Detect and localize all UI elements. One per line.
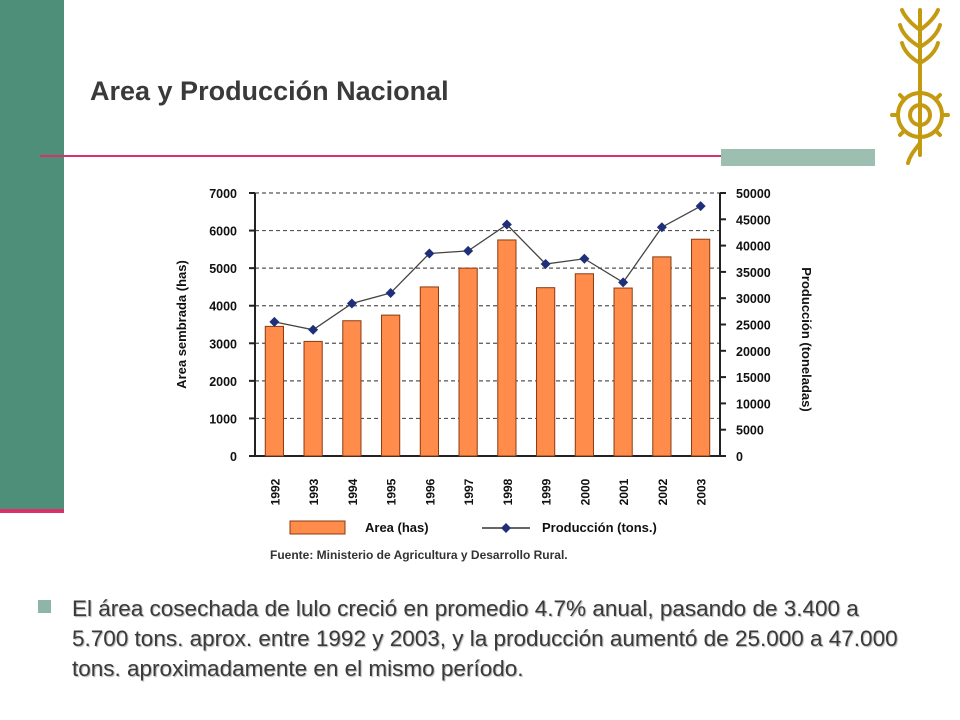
slide-title: Area y Producción Nacional [90, 76, 449, 106]
title-underline [40, 155, 875, 157]
sidebar-band [0, 0, 64, 510]
production-point-1997 [463, 245, 474, 256]
bullet-text: El área cosechada de lulo creció en prom… [72, 596, 898, 681]
sidebar-accent [0, 509, 64, 513]
wheat-gear-logo-icon [890, 8, 950, 165]
bar-area-2001 [613, 287, 633, 457]
bar-area-2000 [574, 273, 594, 457]
bar-area-1994 [342, 320, 362, 457]
production-point-1996 [424, 248, 435, 259]
right-tick-label: 10000 [736, 397, 771, 411]
bullet-item: El área cosechada de lulo creció en prom… [38, 594, 918, 684]
chart-source-note: Fuente: Ministerio de Agricultura y Desa… [270, 548, 568, 562]
x-tick-label: 1997 [462, 478, 476, 505]
production-point-1993 [308, 324, 319, 335]
bar-area-2003 [691, 238, 711, 457]
production-point-1994 [346, 298, 357, 309]
left-tick-label: 1000 [209, 412, 237, 426]
right-tick-label: 0 [736, 450, 743, 464]
production-line [274, 205, 701, 331]
legend-area-label: Area (has) [365, 520, 429, 535]
bar-area-1996 [419, 286, 439, 457]
area-production-chart: 0 1000 2000 3000 4000 5000 6000 7000 0 5000 10000 1… [174, 187, 814, 535]
right-tick-label: 30000 [736, 292, 771, 306]
x-tick-label: 2001 [617, 478, 631, 505]
right-tick-label: 40000 [736, 240, 771, 254]
left-tick-label: 7000 [209, 187, 237, 201]
bar-area-1999 [536, 287, 556, 457]
production-point-1995 [385, 287, 396, 298]
production-point-1999 [540, 259, 551, 270]
left-tick-label: 5000 [209, 262, 237, 276]
production-point-2002 [656, 222, 667, 233]
x-tick-label: 1998 [501, 478, 515, 505]
title-underline-block [721, 149, 875, 166]
bar-area-1995 [381, 314, 401, 457]
left-tick-label: 2000 [209, 375, 237, 389]
right-tick-label: 15000 [736, 371, 771, 385]
x-tick-label: 1996 [423, 478, 437, 505]
bullet-square-icon [38, 600, 51, 613]
bar-area-1993 [303, 340, 323, 457]
x-tick-label: 2002 [656, 478, 670, 505]
production-point-1998 [501, 219, 512, 230]
left-tick-label: 4000 [209, 300, 237, 314]
production-point-2000 [579, 253, 590, 264]
production-point-2001 [618, 277, 629, 288]
bar-area-1997 [458, 267, 478, 457]
left-tick-label: 3000 [209, 337, 237, 351]
x-tick-label: 1995 [385, 478, 399, 505]
x-tick-label: 1994 [346, 478, 360, 505]
bar-area-1998 [497, 239, 517, 457]
right-tick-label: 25000 [736, 319, 771, 333]
x-tick-label: 2000 [578, 478, 592, 505]
right-tick-label: 45000 [736, 213, 771, 227]
left-tick-label: 6000 [209, 225, 237, 239]
legend-area-swatch [289, 520, 346, 535]
right-axis-title: Producción (toneladas) [799, 267, 814, 411]
right-tick-label: 20000 [736, 345, 771, 359]
x-tick-label: 1992 [268, 478, 282, 505]
production-point-2003 [695, 201, 706, 212]
right-tick-label: 35000 [736, 266, 771, 280]
legend-production-marker [501, 523, 511, 533]
production-point-1992 [269, 316, 280, 327]
right-tick-label: 50000 [736, 187, 771, 201]
right-tick-label: 5000 [736, 424, 764, 438]
bar-area-2002 [652, 256, 672, 457]
x-tick-label: 1999 [540, 478, 554, 505]
left-axis-title: Area sembrada (has) [174, 260, 189, 389]
x-tick-label: 2003 [695, 478, 709, 505]
left-tick-label: 0 [230, 450, 237, 464]
x-tick-label: 1993 [307, 478, 321, 505]
bar-area-1992 [264, 325, 284, 457]
legend-production-label: Producción (tons.) [542, 520, 657, 535]
